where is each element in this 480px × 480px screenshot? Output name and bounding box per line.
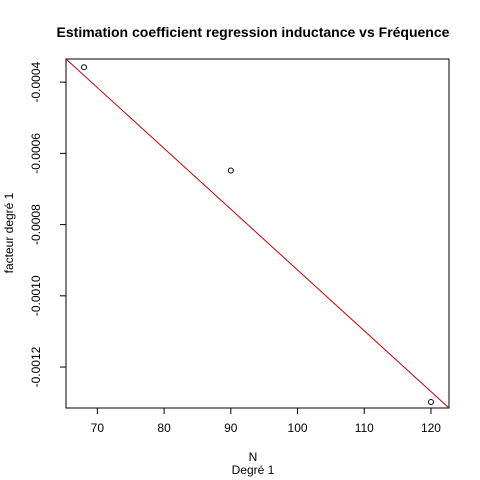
data-point [427, 398, 434, 405]
chart-title: Estimation coefficient regression induct… [57, 24, 450, 40]
data-point [227, 167, 234, 174]
fit-line [65, 58, 450, 409]
plot-frame [65, 58, 450, 409]
y-axis-label: facteur degré 1 [2, 192, 16, 273]
x-tick-label: 100 [288, 421, 308, 435]
y-tick-label: -0.0008 [29, 204, 43, 245]
y-tick-label: -0.0006 [29, 133, 43, 174]
x-axis-label: N [249, 450, 258, 464]
data-point [81, 64, 88, 71]
y-tick-label: -0.0012 [29, 346, 43, 387]
x-axis: 70 80 90 100 110 120 [91, 408, 441, 435]
y-tick-label: -0.0004 [29, 61, 43, 102]
x-tick-label: 70 [91, 421, 105, 435]
x-tick-label: 120 [421, 421, 441, 435]
x-tick-label: 90 [224, 421, 238, 435]
data-points [81, 64, 434, 405]
x-tick-label: 110 [355, 421, 374, 435]
y-tick-label: -0.0010 [29, 275, 43, 316]
x-axis-sublabel: Degré 1 [232, 463, 275, 477]
regression-line [65, 58, 450, 409]
y-axis: -0.0004 -0.0006 -0.0008 -0.0010 -0.0012 [29, 61, 66, 387]
x-tick-label: 80 [157, 421, 171, 435]
